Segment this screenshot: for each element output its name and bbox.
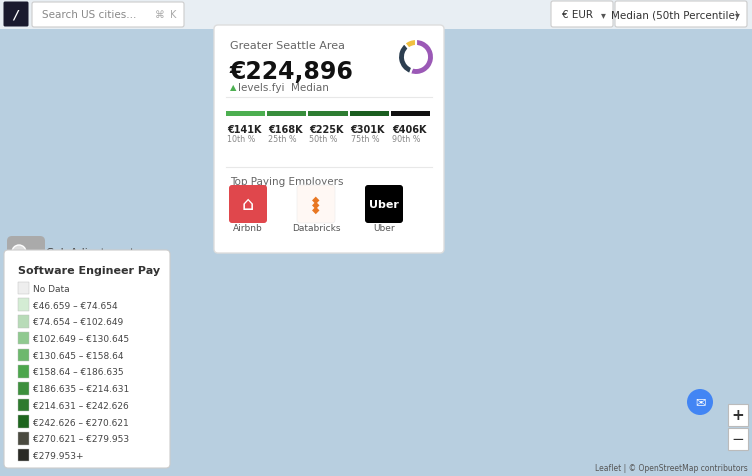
Text: ◆: ◆ [312, 205, 320, 215]
Text: €214.631 – €242.626: €214.631 – €242.626 [33, 401, 129, 410]
Text: Airbnb: Airbnb [233, 224, 263, 233]
Text: Uber: Uber [369, 199, 399, 209]
Text: ▲: ▲ [230, 83, 236, 92]
FancyBboxPatch shape [226, 112, 265, 117]
FancyBboxPatch shape [214, 26, 444, 253]
FancyBboxPatch shape [18, 449, 29, 462]
Text: /: / [14, 9, 18, 21]
Text: Software Engineer Pay: Software Engineer Pay [18, 266, 160, 276]
Text: −: − [732, 432, 744, 446]
Text: 50th %: 50th % [309, 135, 338, 144]
FancyBboxPatch shape [297, 186, 335, 224]
Text: €301K: €301K [350, 125, 385, 135]
FancyBboxPatch shape [4, 250, 170, 468]
Text: € EUR: € EUR [562, 10, 593, 20]
FancyBboxPatch shape [18, 282, 29, 295]
Text: 10th %: 10th % [227, 135, 256, 144]
Text: No Data: No Data [33, 284, 70, 293]
Text: €130.645 – €158.64: €130.645 – €158.64 [33, 351, 123, 360]
FancyBboxPatch shape [0, 0, 752, 30]
Text: €279.953+: €279.953+ [33, 451, 83, 460]
Wedge shape [410, 40, 434, 76]
FancyBboxPatch shape [18, 382, 29, 395]
FancyBboxPatch shape [18, 366, 29, 378]
Text: ▾: ▾ [601, 10, 605, 20]
FancyBboxPatch shape [350, 112, 389, 117]
Text: Leaflet | © OpenStreetMap contributors: Leaflet | © OpenStreetMap contributors [596, 463, 748, 472]
Text: €158.64 – €186.635: €158.64 – €186.635 [33, 368, 123, 377]
Text: Databricks: Databricks [292, 224, 340, 233]
Text: Uber: Uber [373, 224, 395, 233]
Text: ⌂: ⌂ [242, 195, 254, 214]
Text: K: K [170, 10, 176, 20]
Wedge shape [405, 40, 416, 50]
Text: €46.659 – €74.654: €46.659 – €74.654 [33, 301, 117, 310]
FancyBboxPatch shape [551, 2, 613, 28]
FancyBboxPatch shape [391, 112, 430, 117]
Text: €186.635 – €214.631: €186.635 – €214.631 [33, 385, 129, 393]
FancyBboxPatch shape [728, 404, 748, 426]
Text: Greater Seattle Area: Greater Seattle Area [230, 41, 345, 51]
FancyBboxPatch shape [18, 316, 29, 328]
FancyBboxPatch shape [365, 186, 403, 224]
FancyBboxPatch shape [18, 349, 29, 361]
FancyBboxPatch shape [267, 112, 306, 117]
Text: ◆: ◆ [312, 195, 320, 205]
FancyBboxPatch shape [18, 332, 29, 345]
Text: €224,896: €224,896 [230, 60, 354, 84]
Text: ✉: ✉ [695, 396, 705, 408]
FancyBboxPatch shape [18, 416, 29, 428]
Wedge shape [398, 44, 412, 75]
Circle shape [12, 246, 26, 259]
Text: 75th %: 75th % [350, 135, 379, 144]
FancyBboxPatch shape [18, 299, 29, 311]
Text: ◆: ◆ [312, 199, 320, 209]
FancyBboxPatch shape [615, 2, 747, 28]
Text: levels.fyi  Median: levels.fyi Median [238, 83, 329, 93]
Text: €270.621 – €279.953: €270.621 – €279.953 [33, 435, 129, 444]
Text: +: + [732, 407, 744, 423]
Text: €242.626 – €270.621: €242.626 – €270.621 [33, 418, 129, 427]
FancyBboxPatch shape [308, 112, 347, 117]
Text: 90th %: 90th % [392, 135, 420, 144]
FancyBboxPatch shape [32, 3, 184, 28]
Text: €74.654 – €102.649: €74.654 – €102.649 [33, 317, 123, 327]
FancyBboxPatch shape [7, 237, 45, 260]
FancyBboxPatch shape [18, 399, 29, 411]
Text: Top Paying Employers: Top Paying Employers [230, 177, 344, 187]
Text: €141K: €141K [227, 125, 262, 135]
Text: Median (50th Percentile): Median (50th Percentile) [611, 10, 739, 20]
Text: CoL Adjustment: CoL Adjustment [46, 248, 135, 258]
Text: €406K: €406K [392, 125, 426, 135]
Text: ⌘: ⌘ [155, 10, 165, 20]
FancyBboxPatch shape [4, 2, 29, 28]
Circle shape [687, 389, 713, 415]
FancyBboxPatch shape [18, 432, 29, 445]
Text: 25th %: 25th % [268, 135, 297, 144]
Text: Search US cities...: Search US cities... [42, 10, 136, 20]
Text: ▾: ▾ [735, 10, 739, 20]
Text: €168K: €168K [268, 125, 303, 135]
FancyBboxPatch shape [728, 428, 748, 450]
Text: €102.649 – €130.645: €102.649 – €130.645 [33, 334, 129, 343]
FancyBboxPatch shape [229, 186, 267, 224]
Text: €225K: €225K [309, 125, 344, 135]
